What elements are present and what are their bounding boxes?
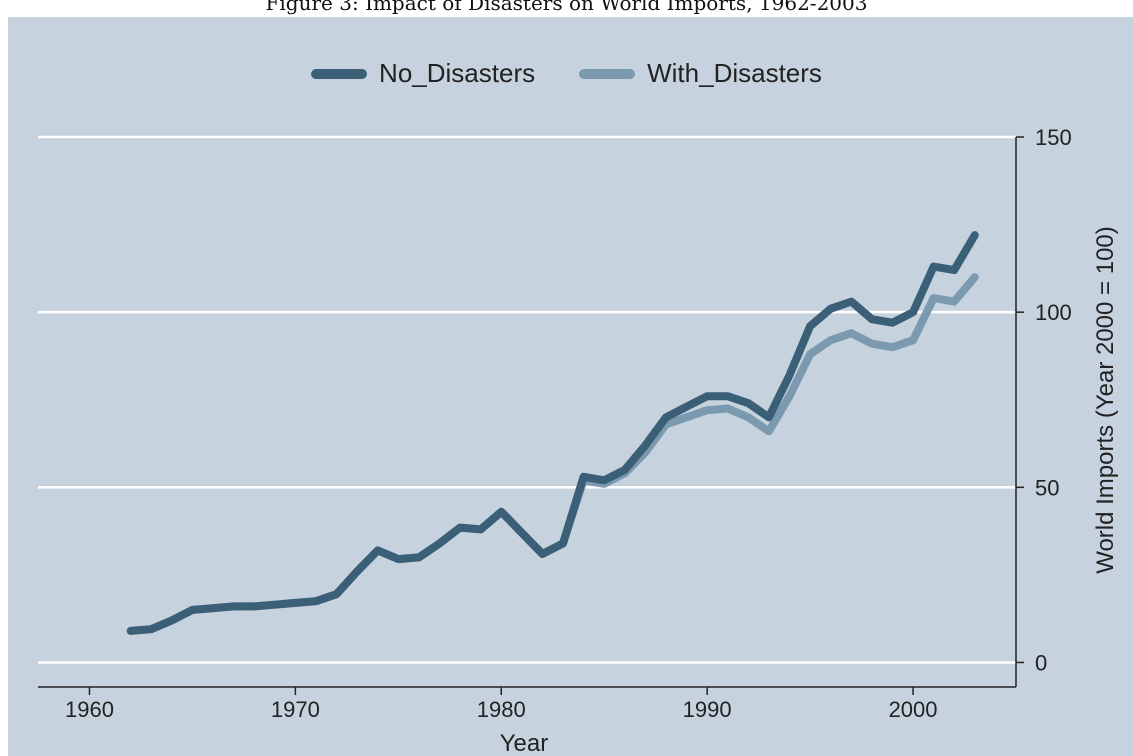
x-tick-label-1960: 1960 [65,697,114,722]
series-line-no-disasters [126,231,979,635]
x-tick-label-2000: 2000 [889,697,938,722]
x-axis-title: Year [500,730,549,756]
chart-panel [8,17,1133,756]
y-tick-label-100: 100 [1035,300,1072,325]
y-tick-label-50: 50 [1035,475,1059,500]
legend-label-no-disasters: No_Disasters [379,58,536,88]
legend-swatch-no-disasters [311,68,368,79]
x-tick-label-1990: 1990 [683,697,732,722]
legend-label-with-disasters: With_Disasters [647,58,822,88]
legend-item-no-disasters: No_Disasters [311,58,535,89]
legend: No_Disasters With_Disasters [0,58,1133,89]
y-tick-label-0: 0 [1035,650,1047,675]
x-tick-label-1980: 1980 [477,697,526,722]
legend-swatch-with-disasters [579,68,636,79]
series-line-with-disasters [126,273,979,635]
y-axis-title: World Imports (Year 2000 = 100) [1092,226,1119,574]
figure-title: Figure 3: Impact of Disasters on World I… [265,0,868,15]
y-tick-label-150: 150 [1035,125,1072,150]
legend-item-with-disasters: With_Disasters [579,58,822,89]
x-tick-label-1970: 1970 [271,697,320,722]
